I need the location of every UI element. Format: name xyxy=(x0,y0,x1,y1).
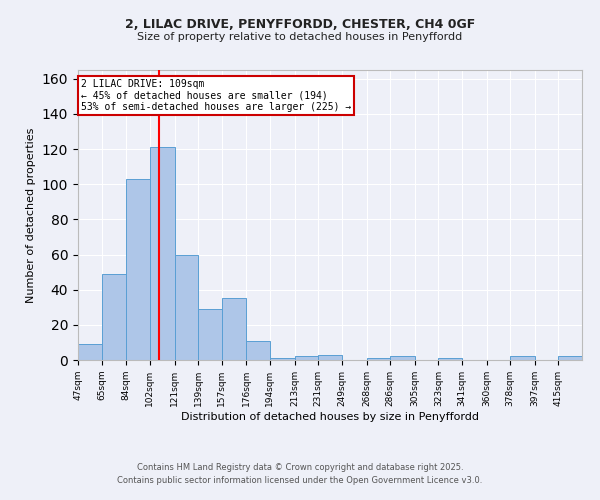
Bar xyxy=(101,274,127,360)
Bar xyxy=(78,344,101,360)
Bar xyxy=(559,356,582,360)
Bar xyxy=(127,179,150,360)
Bar xyxy=(439,358,462,360)
Bar xyxy=(390,356,415,360)
Bar xyxy=(367,358,390,360)
Bar xyxy=(318,354,342,360)
Bar xyxy=(221,298,247,360)
Bar xyxy=(175,254,198,360)
Bar xyxy=(198,309,221,360)
Bar xyxy=(247,340,270,360)
Text: 2, LILAC DRIVE, PENYFFORDD, CHESTER, CH4 0GF: 2, LILAC DRIVE, PENYFFORDD, CHESTER, CH4… xyxy=(125,18,475,30)
Bar xyxy=(270,358,295,360)
Text: Size of property relative to detached houses in Penyffordd: Size of property relative to detached ho… xyxy=(137,32,463,42)
Bar xyxy=(295,356,318,360)
Text: Contains public sector information licensed under the Open Government Licence v3: Contains public sector information licen… xyxy=(118,476,482,485)
Text: 2 LILAC DRIVE: 109sqm
← 45% of detached houses are smaller (194)
53% of semi-det: 2 LILAC DRIVE: 109sqm ← 45% of detached … xyxy=(80,79,351,112)
Bar xyxy=(150,148,175,360)
X-axis label: Distribution of detached houses by size in Penyffordd: Distribution of detached houses by size … xyxy=(181,412,479,422)
Bar xyxy=(510,356,535,360)
Y-axis label: Number of detached properties: Number of detached properties xyxy=(26,128,36,302)
Text: Contains HM Land Registry data © Crown copyright and database right 2025.: Contains HM Land Registry data © Crown c… xyxy=(137,464,463,472)
